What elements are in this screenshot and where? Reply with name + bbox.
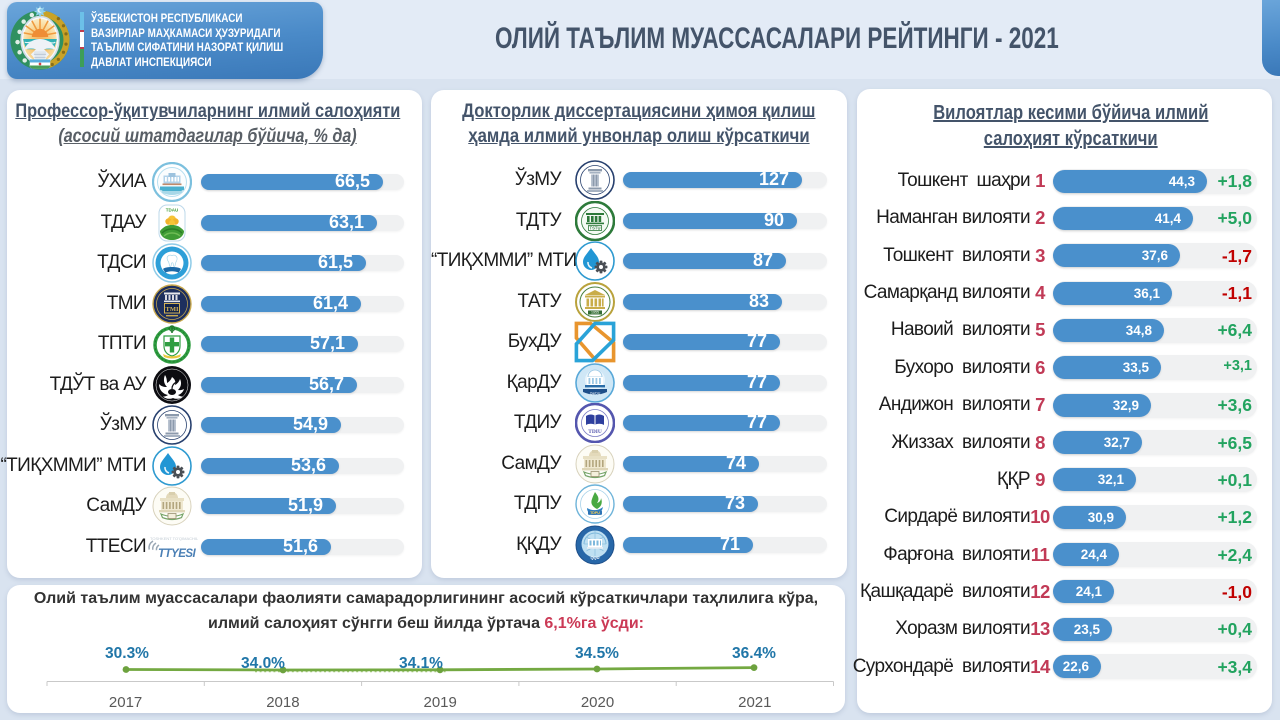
- svg-text:QarDU: QarDU: [590, 391, 601, 395]
- svg-text:TDIU: TDIU: [588, 429, 602, 435]
- svg-text:TDAU: TDAU: [166, 207, 179, 212]
- svg-text:1955: 1955: [591, 310, 599, 314]
- svg-text:QQU: QQU: [590, 555, 599, 560]
- svg-text:TSTU: TSTU: [590, 225, 601, 230]
- svg-text:TDPU: TDPU: [590, 511, 600, 515]
- svg-text:TMI: TMI: [166, 305, 179, 312]
- svg-text:TOSHKENT TO'QIMACHILIK: TOSHKENT TO'QIMACHILIK: [150, 536, 198, 541]
- svg-text:TTYESI: TTYESI: [158, 548, 197, 560]
